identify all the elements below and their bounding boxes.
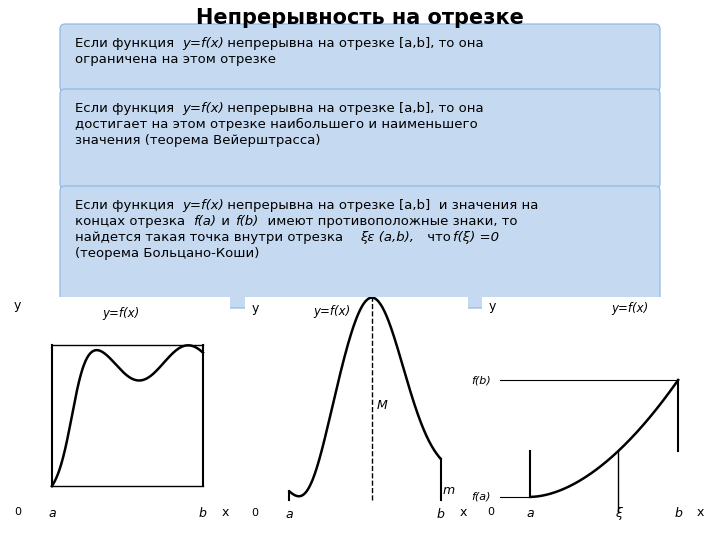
Text: значения (теорема Вейерштрасса): значения (теорема Вейерштрасса) [75,134,320,147]
Text: M: M [377,399,387,412]
Text: y: y [251,301,258,315]
Text: Если функция: Если функция [75,37,179,50]
Text: f(a): f(a) [193,215,216,228]
Text: найдется такая точка внутри отрезка: найдется такая точка внутри отрезка [75,231,347,244]
Text: y=f(x): y=f(x) [611,302,649,315]
Text: ξε (a,b),: ξε (a,b), [360,231,414,244]
Text: y: y [489,300,496,313]
Text: f(a): f(a) [472,492,491,502]
Text: достигает на этом отрезке наибольшего и наименьшего: достигает на этом отрезке наибольшего и … [75,118,478,131]
Text: ограничена на этом отрезке: ограничена на этом отрезке [75,53,276,66]
Text: m: m [442,484,454,497]
Text: y=f(x): y=f(x) [102,307,139,320]
Text: b: b [436,508,444,521]
Text: y=f(x): y=f(x) [182,102,224,115]
Text: 0: 0 [14,508,21,517]
Text: y=f(x): y=f(x) [313,306,351,319]
Text: a: a [48,507,55,520]
Text: и: и [217,215,234,228]
Text: a: a [286,508,293,521]
Text: x: x [459,507,467,519]
Text: x: x [222,506,229,519]
Text: Если функция: Если функция [75,199,179,212]
Text: что: что [423,231,455,244]
Text: непрерывна на отрезке [a,b]  и значения на: непрерывна на отрезке [a,b] и значения н… [223,199,539,212]
Text: f(ξ) =0: f(ξ) =0 [453,231,499,244]
Text: непрерывна на отрезке [a,b], то она: непрерывна на отрезке [a,b], то она [223,102,484,115]
Text: непрерывна на отрезке [a,b], то она: непрерывна на отрезке [a,b], то она [223,37,484,50]
Text: f(b): f(b) [235,215,258,228]
FancyBboxPatch shape [60,89,660,189]
FancyBboxPatch shape [60,24,660,92]
Text: b: b [674,507,682,520]
Text: 0: 0 [251,508,258,518]
Text: a: a [526,507,534,520]
Text: Если функция: Если функция [75,102,179,115]
Text: имеют противоположные знаки, то: имеют противоположные знаки, то [259,215,518,228]
Text: ξ: ξ [615,507,622,520]
Text: концах отрезка: концах отрезка [75,215,189,228]
Text: Непрерывность на отрезке: Непрерывность на отрезке [196,8,524,28]
Text: f(b): f(b) [471,375,491,385]
Text: y=f(x): y=f(x) [182,199,224,212]
Text: b: b [199,507,207,520]
Text: y=f(x): y=f(x) [182,37,224,50]
Text: (теорема Больцано-Коши): (теорема Больцано-Коши) [75,247,259,260]
Text: 0: 0 [487,507,495,517]
FancyBboxPatch shape [60,186,660,308]
Text: y: y [14,299,21,312]
Text: x: x [697,506,704,519]
